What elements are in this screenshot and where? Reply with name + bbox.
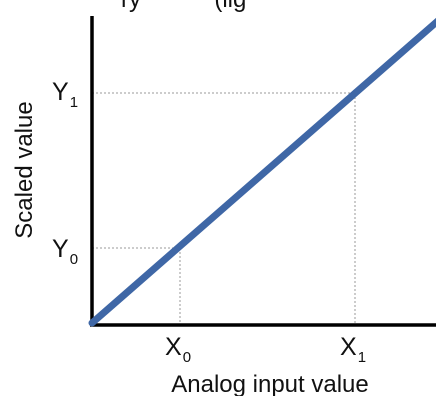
tick-x1: X1	[340, 333, 366, 366]
x-axis-title: Analog input value	[171, 371, 368, 396]
tick-y0: Y0	[52, 235, 78, 268]
cut-off-caption: ry (lig	[0, 0, 436, 14]
cut-off-caption-text: ry (lig	[121, 0, 246, 14]
tick-x0: X0	[165, 333, 191, 366]
tick-y1: Y1	[52, 78, 78, 111]
scaling-line	[88, 17, 436, 327]
y-axis-title: Scaled value	[11, 101, 38, 238]
